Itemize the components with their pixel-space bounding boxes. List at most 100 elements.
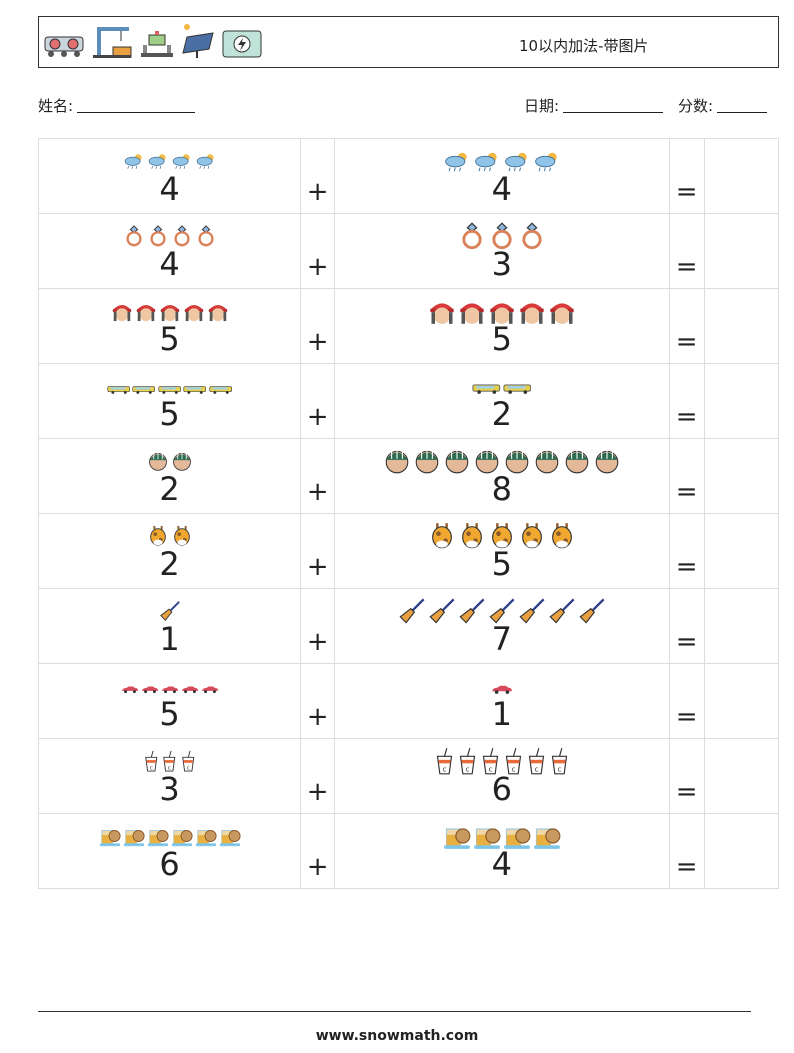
addend-number: 4 bbox=[491, 170, 513, 208]
rain-cloud-icon bbox=[195, 153, 217, 174]
problem-row: 6 +4 = bbox=[37, 813, 780, 889]
train-icon bbox=[43, 29, 85, 59]
answer-cell[interactable] bbox=[703, 513, 780, 589]
answer-cell[interactable] bbox=[703, 363, 780, 439]
score-field[interactable]: 分数: bbox=[678, 95, 768, 116]
problem-row: 4 +3 = bbox=[37, 213, 780, 289]
tea-cookie-icon bbox=[473, 822, 501, 854]
answer-cell[interactable] bbox=[703, 213, 780, 289]
drink-cup-icon: c bbox=[434, 747, 455, 779]
giraffe-icon bbox=[548, 522, 576, 554]
equals-cell: = bbox=[668, 588, 705, 664]
svg-text:c: c bbox=[442, 766, 446, 774]
name-field[interactable]: 姓名: bbox=[38, 95, 196, 116]
addend-cell: 5 bbox=[334, 288, 670, 364]
ring-icon bbox=[147, 225, 169, 251]
icon-group bbox=[39, 224, 300, 252]
ring-icon bbox=[518, 222, 546, 254]
answer-cell[interactable] bbox=[703, 738, 780, 814]
addend-number: 1 bbox=[159, 620, 180, 658]
firefighter-icon bbox=[159, 300, 181, 326]
addend-number: 5 bbox=[159, 320, 180, 358]
date-field[interactable]: 日期: bbox=[524, 95, 664, 116]
prisoner-head-icon bbox=[473, 447, 501, 479]
addend-cell: 7 bbox=[334, 588, 670, 664]
rain-cloud-icon bbox=[443, 151, 471, 176]
drink-cup-icon: c bbox=[161, 750, 178, 776]
addend-number: 8 bbox=[491, 470, 513, 508]
icon-group bbox=[39, 824, 300, 852]
problem-row: 5 +2 = bbox=[37, 363, 780, 439]
plus-sign: + bbox=[306, 477, 329, 507]
icon-group bbox=[335, 222, 668, 254]
addend-cell: 8 bbox=[334, 438, 670, 514]
name-blank[interactable] bbox=[77, 98, 196, 113]
answer-cell[interactable] bbox=[703, 288, 780, 364]
answer-cell[interactable] bbox=[703, 663, 780, 739]
addend-cell: 2 bbox=[37, 438, 302, 514]
firefighter-icon bbox=[548, 297, 576, 329]
icon-group bbox=[39, 449, 300, 477]
van-icon bbox=[107, 379, 131, 398]
icon-group bbox=[335, 449, 668, 477]
drink-cup-icon: c bbox=[526, 747, 547, 779]
tea-cookie-icon bbox=[99, 825, 121, 851]
plus-cell: + bbox=[300, 438, 336, 514]
answer-cell[interactable] bbox=[703, 588, 780, 664]
icon-group bbox=[39, 599, 300, 627]
equals-cell: = bbox=[668, 663, 705, 739]
problem-grid: 4 +4 = 4 +3 = 5 +5 = 5 +2 = 2 +8 = 2 +5 = 1 +7 = 5 +1 = c c c 3 + c c c… bbox=[37, 138, 780, 889]
date-label: 日期: bbox=[524, 97, 560, 115]
giraffe-icon bbox=[518, 522, 546, 554]
addend-number: 4 bbox=[491, 845, 513, 883]
broom-icon bbox=[458, 597, 486, 629]
score-label: 分数: bbox=[678, 97, 714, 115]
crane-icon bbox=[91, 23, 133, 59]
header-icons bbox=[43, 23, 263, 59]
equals-cell: = bbox=[668, 288, 705, 364]
equals-sign: = bbox=[675, 702, 698, 732]
tea-cookie-icon bbox=[503, 822, 531, 854]
score-blank[interactable] bbox=[717, 98, 768, 113]
equals-cell: = bbox=[668, 513, 705, 589]
problem-row: 1 +7 = bbox=[37, 588, 780, 664]
icon-group bbox=[39, 674, 300, 702]
pipeline-icon bbox=[139, 29, 175, 59]
firefighter-icon bbox=[458, 297, 486, 329]
addend-number: 5 bbox=[159, 695, 180, 733]
plus-cell: + bbox=[300, 588, 336, 664]
footer-url[interactable]: www.snowmath.com bbox=[315, 1028, 479, 1044]
answer-cell[interactable] bbox=[703, 138, 780, 214]
plus-sign: + bbox=[306, 327, 329, 357]
svg-text:c: c bbox=[511, 766, 515, 774]
rain-cloud-icon bbox=[533, 151, 561, 176]
svg-text:c: c bbox=[150, 765, 153, 771]
answer-cell[interactable] bbox=[703, 813, 780, 889]
svg-text:c: c bbox=[534, 766, 538, 774]
solar-panel-icon bbox=[181, 23, 215, 59]
date-blank[interactable] bbox=[563, 98, 664, 113]
header-box: 10以内加法-带图片 bbox=[38, 16, 779, 68]
equals-cell: = bbox=[668, 438, 705, 514]
addend-number: 6 bbox=[159, 845, 180, 883]
giraffe-icon bbox=[488, 522, 516, 554]
addend-cell: 5 bbox=[37, 363, 302, 439]
icon-group bbox=[335, 597, 668, 629]
equals-sign: = bbox=[675, 477, 698, 507]
equals-cell: = bbox=[668, 213, 705, 289]
tea-cookie-icon bbox=[123, 825, 145, 851]
plus-cell: + bbox=[300, 513, 336, 589]
addend-cell: 4 bbox=[37, 213, 302, 289]
answer-cell[interactable] bbox=[703, 438, 780, 514]
plus-sign: + bbox=[306, 702, 329, 732]
broom-icon bbox=[518, 597, 546, 629]
firefighter-icon bbox=[428, 297, 456, 329]
footer-divider bbox=[38, 1011, 751, 1012]
firefighter-icon bbox=[488, 297, 516, 329]
addend-number: 5 bbox=[491, 545, 513, 583]
addend-number: 6 bbox=[491, 770, 513, 808]
broom-icon bbox=[398, 597, 426, 629]
